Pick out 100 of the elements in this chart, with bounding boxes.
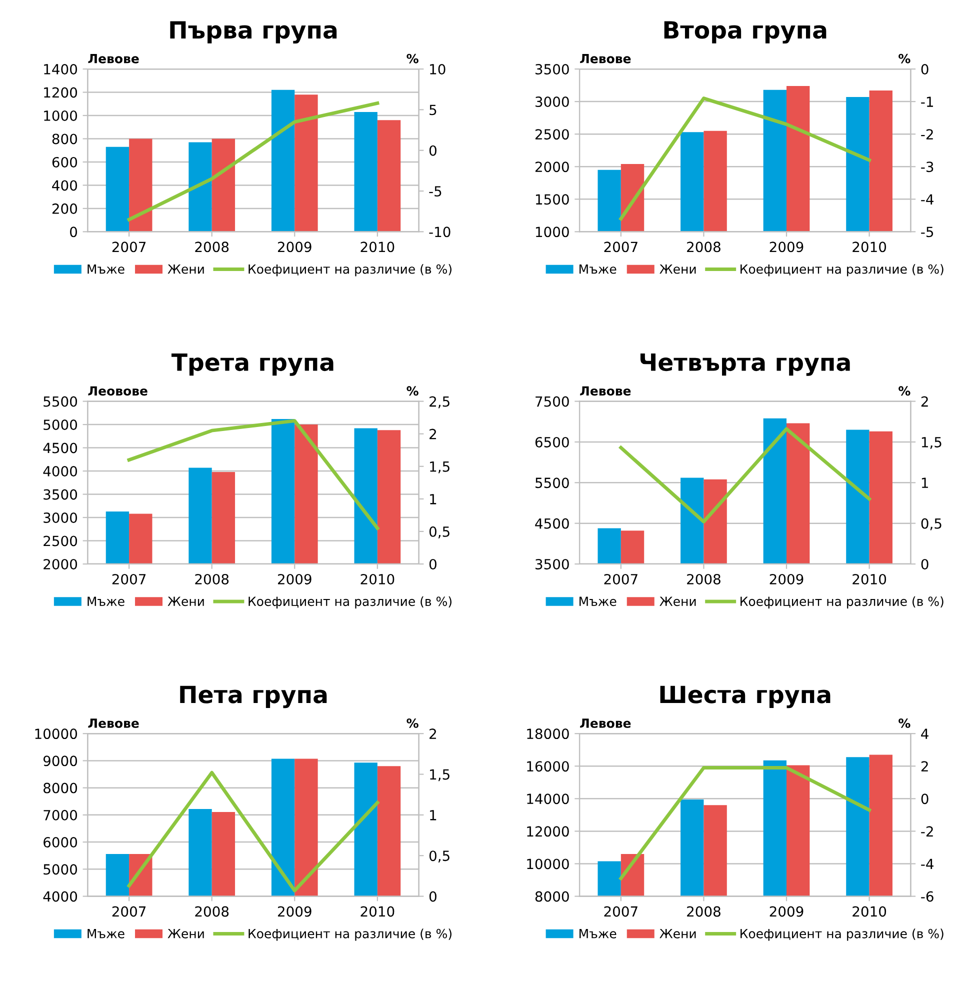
legend-label: Коефициент на различие (в %) [248, 928, 452, 941]
y2-tick-label: -4 [921, 194, 934, 204]
y-tick-label: 3000 [44, 512, 78, 523]
bar [106, 146, 130, 232]
y2-tick-label: -4 [921, 858, 934, 870]
y2-tick-label: 0,5 [921, 518, 942, 530]
y-tick-label: 0 [70, 226, 78, 238]
y-tick-label: 2500 [535, 129, 569, 140]
legend-label: Жени [168, 929, 204, 938]
line-series [127, 101, 380, 222]
y2-axis-title: % [406, 718, 418, 728]
y2-tick-label: 5 [430, 104, 436, 116]
y-axis-title: Левове [88, 718, 139, 728]
bar [271, 90, 295, 232]
x-tick-label: 2009 [770, 906, 804, 917]
y-tick-label: 12000 [527, 826, 569, 837]
x-tick-label: 2008 [687, 242, 720, 252]
y2-tick-label: 2 [430, 728, 436, 739]
legend-label: Мъже [88, 929, 124, 938]
chart-title: Трета група [171, 354, 334, 376]
x-tick-label: 2009 [278, 906, 312, 917]
y2-tick-label: -2 [921, 129, 933, 140]
y2-tick-label: 2 [430, 428, 436, 440]
bar [129, 138, 152, 232]
legend-label: Мъже [580, 264, 616, 274]
y-axis-title: Левове [580, 54, 631, 64]
x-tick-label: 2007 [112, 906, 146, 917]
chart-title: Втора група [664, 21, 826, 44]
y-tick-label: 5000 [44, 864, 78, 875]
y-axis-title: Левове [580, 718, 631, 728]
legend-label: Жени [660, 929, 696, 938]
bar [294, 94, 318, 232]
y2-tick-label: 0 [429, 558, 436, 570]
x-tick-label: 2007 [604, 242, 638, 252]
y-tick-label: 8000 [535, 891, 569, 902]
y-tick-label: 10000 [527, 858, 569, 870]
y2-tick-label: 1 [430, 494, 436, 504]
y-tick-label: 3500 [44, 489, 78, 500]
y2-tick-label: 0 [429, 145, 436, 156]
y-tick-label: 6500 [535, 436, 569, 448]
y2-tick-label: 0,5 [429, 526, 450, 538]
y2-axis-title: % [898, 54, 910, 64]
y-tick-label: 16000 [527, 761, 569, 772]
y2-tick-label: -10 [429, 226, 450, 238]
x-tick-label: 2009 [278, 574, 312, 584]
x-tick-label: 2007 [604, 906, 638, 917]
y2-tick-label: 10 [430, 64, 446, 74]
y-tick-label: 3500 [536, 558, 569, 570]
y2-tick-label: -1 [921, 96, 933, 107]
x-tick-label: 2010 [852, 906, 886, 917]
y-tick-label: 4000 [43, 466, 78, 476]
y2-axis-title: % [898, 718, 910, 728]
y-tick-label: 7000 [44, 810, 78, 820]
x-tick-label: 2009 [770, 242, 804, 252]
y2-axis-title: % [898, 386, 910, 396]
chart-title: Първа група [170, 21, 337, 44]
bar [354, 112, 378, 232]
bar [212, 138, 236, 232]
y2-tick-label: 4 [921, 728, 928, 739]
y-tick-label: 600 [52, 156, 78, 168]
y2-tick-label: 0 [921, 64, 928, 74]
y-tick-label: 1500 [536, 194, 569, 205]
y2-tick-label: 1,5 [922, 437, 942, 449]
y-tick-label: 4500 [43, 442, 78, 454]
legend-label: Коефициент на различие (в %) [248, 264, 452, 276]
legend-label: Коефициент на различие (в %) [248, 596, 452, 608]
legend-label: Коефициент на различие (в %) [740, 928, 944, 941]
y2-tick-label: 0 [429, 891, 436, 902]
bar [377, 120, 401, 232]
y-tick-label: 5000 [44, 420, 78, 430]
y2-tick-label: -5 [429, 186, 442, 197]
legend-label: Мъже [580, 596, 616, 606]
y-tick-label: 1000 [536, 226, 569, 238]
y2-tick-label: -6 [921, 891, 934, 902]
y2-tick-label: -3 [921, 162, 934, 172]
y-tick-label: 8000 [44, 782, 78, 794]
y-tick-label: 10000 [35, 728, 78, 740]
y2-tick-label: 1,5 [430, 769, 450, 782]
y-tick-label: 400 [52, 180, 78, 191]
y2-tick-label: 2 [921, 761, 928, 772]
y-tick-label: 2500 [44, 536, 78, 546]
y2-tick-label: -5 [921, 226, 934, 238]
y2-axis-title: % [406, 386, 418, 396]
y-tick-label: 5500 [536, 478, 569, 488]
y2-tick-label: -2 [921, 826, 933, 836]
x-tick-label: 2008 [687, 574, 720, 584]
legend-label: Коефициент на различие (в %) [740, 264, 944, 276]
y2-tick-label: 0 [921, 558, 928, 570]
chart-title: Пета група [180, 686, 327, 708]
y-tick-label: 2000 [44, 558, 78, 570]
y-tick-label: 14000 [527, 794, 569, 804]
legend-label: Жени [660, 264, 696, 274]
x-tick-label: 2010 [852, 574, 886, 584]
y-tick-label: 200 [52, 203, 78, 214]
y2-tick-label: 1,5 [430, 462, 450, 474]
legend-label: Мъже [88, 264, 124, 274]
y2-tick-label: 1 [922, 478, 928, 488]
x-tick-label: 2009 [770, 574, 804, 584]
y-tick-label: 5500 [44, 396, 78, 407]
y-tick-label: 4500 [535, 518, 569, 529]
